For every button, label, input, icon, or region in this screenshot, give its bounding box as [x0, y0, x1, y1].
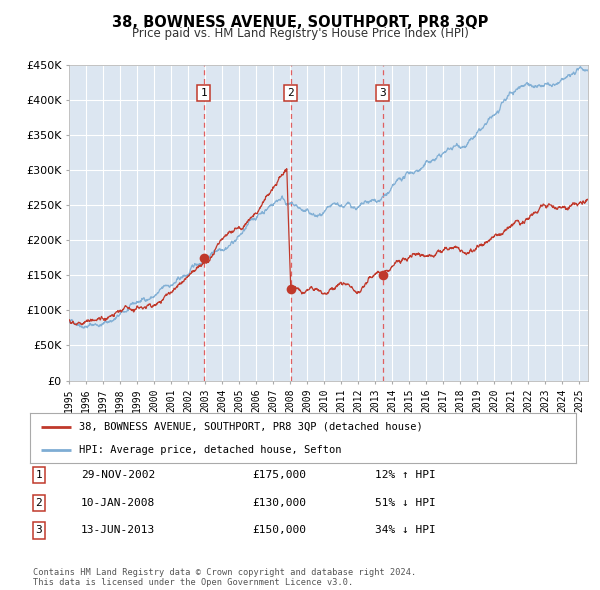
- Text: 13-JUN-2013: 13-JUN-2013: [81, 526, 155, 535]
- Text: 2: 2: [35, 498, 43, 507]
- Text: 3: 3: [380, 88, 386, 98]
- Text: 51% ↓ HPI: 51% ↓ HPI: [375, 498, 436, 507]
- Text: 34% ↓ HPI: 34% ↓ HPI: [375, 526, 436, 535]
- Text: 29-NOV-2002: 29-NOV-2002: [81, 470, 155, 480]
- Text: Price paid vs. HM Land Registry's House Price Index (HPI): Price paid vs. HM Land Registry's House …: [131, 27, 469, 40]
- Text: 1: 1: [35, 470, 43, 480]
- Text: 38, BOWNESS AVENUE, SOUTHPORT, PR8 3QP (detached house): 38, BOWNESS AVENUE, SOUTHPORT, PR8 3QP (…: [79, 421, 423, 431]
- Text: 3: 3: [35, 526, 43, 535]
- Text: 12% ↑ HPI: 12% ↑ HPI: [375, 470, 436, 480]
- Text: £130,000: £130,000: [252, 498, 306, 507]
- Text: £150,000: £150,000: [252, 526, 306, 535]
- Text: 10-JAN-2008: 10-JAN-2008: [81, 498, 155, 507]
- Text: HPI: Average price, detached house, Sefton: HPI: Average price, detached house, Seft…: [79, 445, 341, 455]
- Text: 38, BOWNESS AVENUE, SOUTHPORT, PR8 3QP: 38, BOWNESS AVENUE, SOUTHPORT, PR8 3QP: [112, 15, 488, 30]
- Text: 1: 1: [200, 88, 207, 98]
- Text: Contains HM Land Registry data © Crown copyright and database right 2024.
This d: Contains HM Land Registry data © Crown c…: [33, 568, 416, 587]
- Text: 2: 2: [287, 88, 294, 98]
- Text: £175,000: £175,000: [252, 470, 306, 480]
